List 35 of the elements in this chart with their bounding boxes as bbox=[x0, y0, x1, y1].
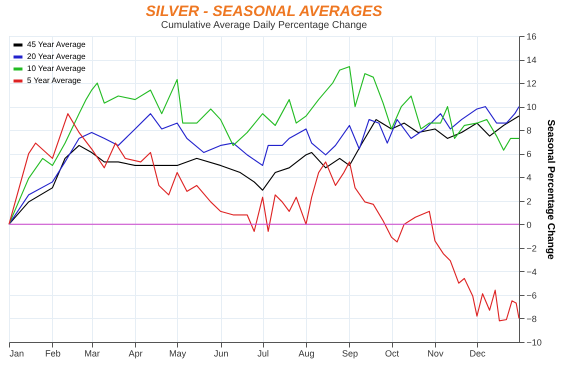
x-tick-label: Jun bbox=[214, 348, 228, 358]
legend-label: 10 Year Average bbox=[27, 64, 86, 73]
y-tick-label: 0 bbox=[526, 220, 532, 230]
chart-subtitle: Cumulative Average Daily Percentage Change bbox=[160, 20, 368, 31]
x-tick-label: Dec bbox=[469, 348, 486, 358]
x-tick-label: Aug bbox=[298, 348, 315, 358]
y-tick-label: −10 bbox=[526, 338, 542, 348]
y-tick-label: −2 bbox=[526, 243, 537, 254]
x-tick-label: Oct bbox=[384, 348, 400, 358]
legend-label: 20 Year Average bbox=[27, 52, 86, 61]
y-tick-label: −4 bbox=[526, 266, 537, 277]
x-tick-label: Jul bbox=[257, 348, 269, 358]
y-tick-label: 14 bbox=[526, 55, 537, 66]
x-tick-label: Jan bbox=[10, 348, 24, 358]
y-axis-title: Seasonal Percentage Change bbox=[544, 119, 556, 260]
y-tick-label: 4 bbox=[526, 172, 532, 183]
line-series bbox=[8, 66, 520, 225]
y-tick-label: 6 bbox=[526, 149, 532, 160]
legend-label: 5 Year Average bbox=[27, 76, 82, 85]
x-tick-label: Feb bbox=[45, 348, 61, 358]
x-tick-label: Apr bbox=[128, 348, 143, 358]
y-tick-label: 16 bbox=[526, 32, 537, 42]
y-tick-label: −8 bbox=[526, 314, 537, 324]
y-tick-label: 12 bbox=[526, 78, 537, 89]
x-tick-label: Mar bbox=[84, 348, 100, 358]
x-tick-label: May bbox=[169, 348, 187, 358]
line-series bbox=[8, 113, 520, 322]
y-tick-label: 2 bbox=[526, 196, 532, 206]
chart-title: SILVER - SEASONAL AVERAGES bbox=[146, 3, 382, 20]
y-tick-label: 8 bbox=[526, 126, 532, 136]
legend-label: 45 Year Average bbox=[27, 40, 86, 49]
y-tick-label: −6 bbox=[526, 290, 537, 300]
x-tick-label: Nov bbox=[427, 348, 444, 358]
y-tick-label: 10 bbox=[526, 102, 537, 112]
x-tick-label: Sep bbox=[342, 348, 358, 358]
